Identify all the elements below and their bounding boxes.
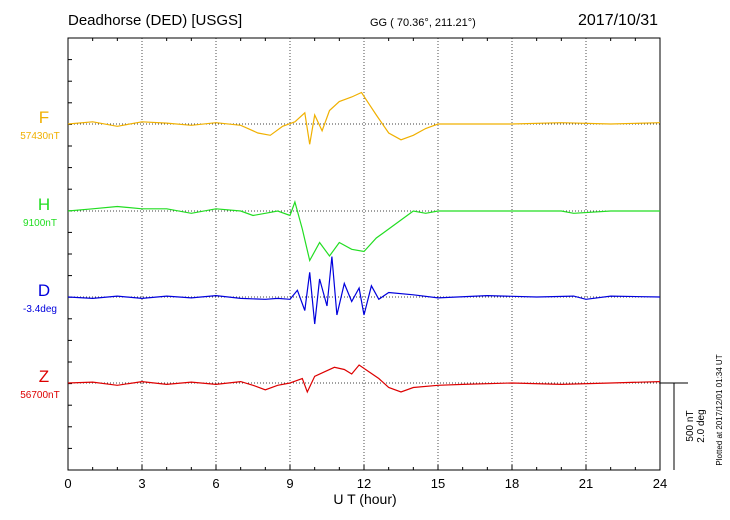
station-coordinates: GG ( 70.36°, 211.21°) [370, 17, 476, 29]
series-D: D -3.4deg [23, 256, 661, 325]
x-tick-label-15: 15 [431, 476, 445, 491]
series-F: F 57430nT [20, 91, 661, 145]
series-line-F [67, 91, 661, 145]
station-title: Deadhorse (DED) [USGS] [68, 12, 243, 29]
scale-bar: 500 nT 2.0 deg [660, 382, 707, 470]
x-tick-label-24: 24 [653, 476, 667, 491]
series-name-Z: Z [39, 367, 49, 386]
plotted-at-note: Plotted at 2017/12/01 01:34 UT [715, 354, 724, 465]
series-line-H [67, 200, 660, 263]
series-name-H: H [38, 195, 50, 214]
plot-date: 2017/10/31 [578, 12, 659, 29]
x-tick-label-9: 9 [286, 476, 293, 491]
series-name-F: F [39, 108, 49, 127]
x-tick-label-0: 0 [64, 476, 71, 491]
series-line-Z [67, 364, 661, 394]
x-tick-label-3: 3 [138, 476, 145, 491]
series-baseline-D: -3.4deg [23, 304, 57, 315]
grid [141, 38, 587, 470]
series-group: F 57430nT H 9100nT D -3.4deg Z 56700nT [20, 91, 661, 401]
scale-nt-label: 500 nT [685, 410, 696, 441]
x-tick-label-21: 21 [579, 476, 593, 491]
x-tick-label-6: 6 [212, 476, 219, 491]
series-Z: Z 56700nT [20, 364, 661, 401]
x-tick-label-18: 18 [505, 476, 519, 491]
x-axis-label: U T (hour) [333, 491, 396, 507]
series-baseline-H: 9100nT [23, 218, 57, 229]
series-baseline-Z: 56700nT [20, 390, 59, 401]
series-H: H 9100nT [23, 195, 660, 263]
series-baseline-F: 57430nT [20, 131, 59, 142]
series-line-D [67, 256, 661, 325]
scale-deg-label: 2.0 deg [696, 409, 707, 442]
x-axis-ticks: 0 3 6 9 12 15 18 21 24 [64, 38, 667, 491]
x-tick-label-12: 12 [357, 476, 371, 491]
series-name-D: D [38, 281, 50, 300]
